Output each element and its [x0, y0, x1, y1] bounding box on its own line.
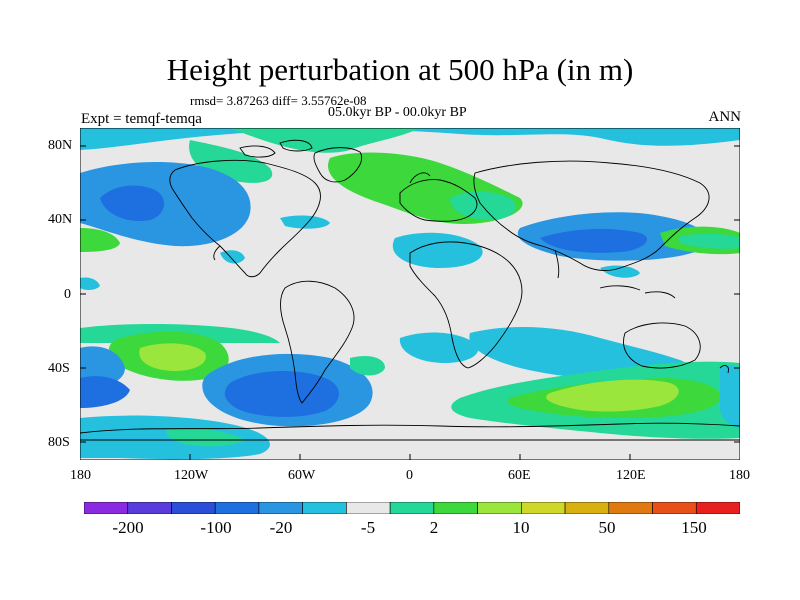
- colorbar-swatch: [477, 502, 522, 514]
- lat-label: 40S: [48, 361, 70, 376]
- colorbar-label: 150: [681, 518, 707, 537]
- colorbar-label: 2: [429, 518, 439, 537]
- lon-label: 120E: [616, 468, 646, 483]
- colorbar-swatch: [127, 502, 172, 514]
- colorbar-swatch: [695, 502, 740, 514]
- period-text: 05.0kyr BP - 00.0kyr BP: [328, 105, 467, 120]
- colorbar-swatch: [652, 502, 697, 514]
- contour-field: [80, 128, 740, 460]
- colorbar-label: -200: [112, 518, 144, 537]
- tick-marks: [80, 145, 740, 460]
- colorbar-swatch: [346, 502, 391, 514]
- lon-label: 120W: [174, 468, 209, 483]
- colorbar-swatch: [608, 502, 653, 514]
- lon-label: 180: [70, 468, 91, 483]
- colorbar-swatch: [171, 502, 216, 514]
- colorbar-label: 50: [598, 518, 616, 537]
- colorbar-swatch: [258, 502, 303, 514]
- colorbar: [84, 502, 740, 514]
- map-plot: [80, 128, 740, 460]
- lat-label: 40N: [48, 212, 73, 227]
- lon-label: 60E: [508, 468, 531, 483]
- lat-label: 80S: [48, 435, 70, 450]
- colorbar-label: -100: [200, 518, 232, 537]
- colorbar-label: -5: [360, 518, 376, 537]
- colorbar-swatch: [302, 502, 347, 514]
- lon-label: 180: [729, 468, 750, 483]
- colorbar-swatch: [433, 502, 478, 514]
- lat-label: 80N: [48, 138, 73, 153]
- colorbar-swatch: [521, 502, 566, 514]
- stats-text: rmsd= 3.87263 diff= 3.55762e-08: [190, 93, 367, 108]
- colorbar-swatch: [564, 502, 610, 514]
- experiment-label: Expt = temqf-temqa: [81, 111, 202, 127]
- colorbar-swatch: [214, 502, 260, 514]
- colorbar-swatch: [389, 502, 435, 514]
- colorbar-label: -20: [269, 518, 293, 537]
- season-label: ANN: [708, 109, 742, 125]
- colorbar-label: 10: [512, 518, 530, 537]
- lon-label: 60W: [288, 468, 316, 483]
- colorbar-swatch: [84, 502, 129, 514]
- lat-label: 0: [64, 287, 71, 302]
- coastlines: [80, 139, 740, 441]
- lon-label: 0: [406, 468, 413, 483]
- map-title: Height perturbation at 500 hPa (in m): [166, 52, 634, 87]
